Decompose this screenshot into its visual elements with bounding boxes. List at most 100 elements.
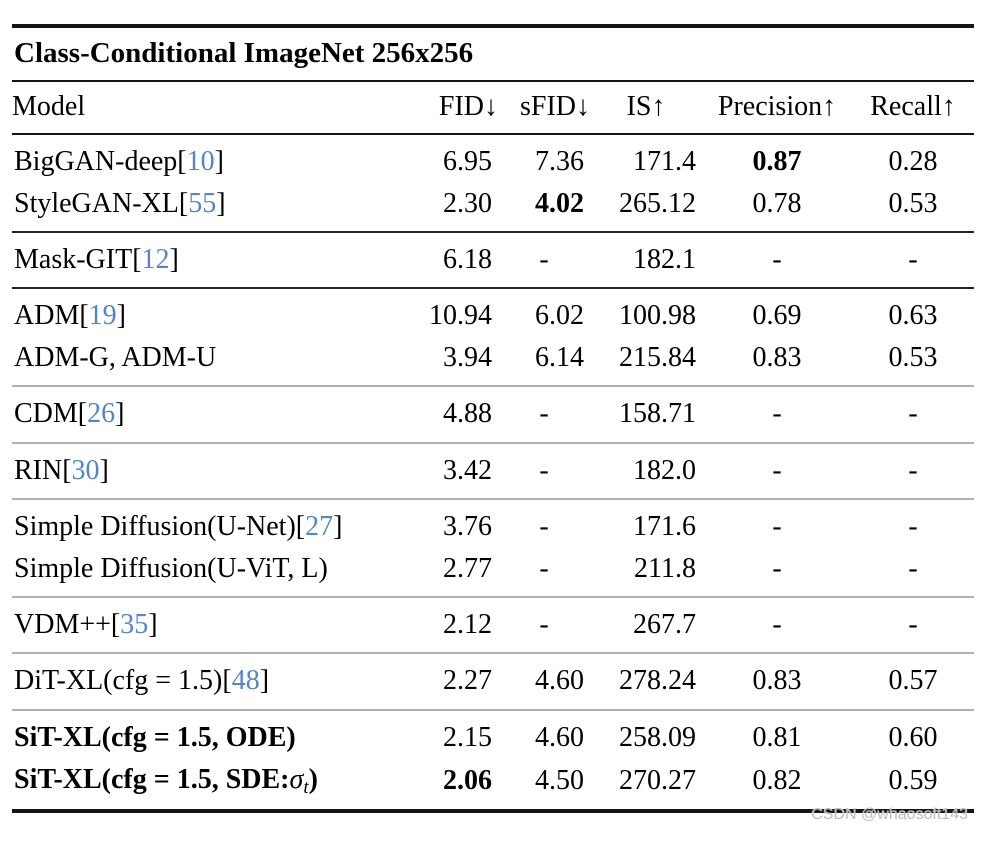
table-title: Class-Conditional ImageNet 256x256 — [12, 26, 975, 83]
metric-cell-sfid: 7.36 — [535, 145, 584, 177]
metric-cell-precision: - — [772, 398, 782, 430]
model-name-segment: Simple Diffusion(U-Net)[ — [14, 510, 306, 542]
model-name-segment: σ — [289, 763, 304, 795]
metric-cell-recall: 0.57 — [888, 665, 938, 697]
metric-cell-sfid: - — [539, 609, 549, 641]
model-name-segment: RIN[ — [14, 454, 72, 486]
model-name-segment: SiT-XL(cfg = 1.5, ODE) — [14, 721, 296, 753]
metric-cell-is: 278.24 — [619, 665, 696, 697]
citation-ref: 26 — [87, 398, 116, 430]
metric-cell-fid: 4.88 — [443, 398, 492, 430]
citation-ref: 55 — [188, 187, 217, 219]
model-name-cell: Mask-GIT[12] — [12, 232, 420, 288]
model-name-segment: BigGAN-deep[ — [14, 145, 187, 177]
metric-cell-precision: - — [772, 454, 782, 486]
table-row: Mask-GIT[12] 6.18 - 182.1 - - — [12, 232, 974, 288]
citation-ref: 12 — [141, 243, 170, 275]
metric-cell-sfid: 4.50 — [535, 765, 584, 796]
column-header-fid: FID↓ — [420, 81, 498, 135]
model-name-segment: SiT-XL(cfg = 1.5, SDE: — [14, 763, 290, 795]
metric-cell-is: 158.71 — [619, 398, 696, 430]
metric-cell-recall: - — [908, 454, 918, 486]
model-name-segment: ] — [148, 609, 158, 641]
metric-cell-sfid: - — [539, 510, 549, 542]
model-name-cell: DiT-XL(cfg = 1.5)[48] — [12, 653, 420, 709]
metric-cell-recall: - — [908, 243, 918, 275]
model-name-segment: ] — [214, 145, 224, 177]
model-name-cell: StyleGAN-XL[55] — [12, 183, 420, 232]
table-row: DiT-XL(cfg = 1.5)[48] 2.27 4.60 278.24 0.83 0… — [12, 653, 974, 709]
citation-ref: 10 — [186, 145, 215, 177]
model-name-cell: RIN[30] — [12, 443, 420, 499]
metric-cell-recall: 0.60 — [888, 721, 938, 753]
table-head: Class-Conditional ImageNet 256x256 Model… — [12, 26, 975, 135]
table-row: SiT-XL(cfg = 1.5, ODE) 2.15 4.60 258.09 0.81… — [12, 710, 974, 759]
results-table: Class-Conditional ImageNet 256x256 Model… — [12, 24, 975, 814]
metric-cell-recall: - — [908, 398, 918, 430]
metric-cell-sfid: - — [539, 243, 549, 275]
table-group-0: BigGAN-deep[10] 6.95 7.36 171.4 0.87 0.28 Styl… — [12, 134, 974, 232]
table-group-5: Simple Diffusion(U-Net)[27] 3.76-171.6- - S… — [12, 498, 975, 597]
metric-cell-is: 211.8 — [634, 553, 696, 585]
metric-cell-fid: 2.77 — [443, 553, 492, 585]
metric-cell-precision: 0.81 — [752, 721, 802, 753]
model-name-segment: ] — [333, 510, 343, 542]
metric-cell-fid: 6.18 — [443, 243, 492, 275]
metric-cell-recall: - — [908, 609, 918, 641]
model-name-cell: SiT-XL(cfg = 1.5, ODE) — [12, 710, 420, 759]
model-name-segment: StyleGAN-XL[ — [14, 187, 189, 219]
metric-cell-precision: 0.83 — [752, 342, 802, 374]
table-group-4: RIN[30] 3.42 - 182.0 - - — [12, 442, 975, 499]
metric-cell-recall: 0.63 — [888, 300, 938, 332]
metric-cell-is: 267.7 — [633, 609, 696, 641]
metric-cell-fid: 6.95 — [443, 145, 492, 177]
model-name-cell: SiT-XL(cfg = 1.5, SDE:σt) — [12, 759, 420, 812]
metric-cell-fid: 3.76 — [443, 510, 492, 542]
metric-cell-fid: 2.30 — [443, 187, 492, 219]
column-header-precision: Precision↑ — [702, 81, 852, 135]
table-group-2: ADM[19] 10.94 6.02 100.98 0.69 0.63 ADM-G, ADM… — [12, 288, 975, 386]
table-group-7: DiT-XL(cfg = 1.5)[48] 2.27 4.60 278.24 0.83 0… — [12, 653, 975, 709]
column-header-sfid: sFID↓ — [498, 81, 590, 135]
table-row: VDM++[35] 2.12 - 267.7 - - — [12, 597, 974, 653]
model-name-segment: ] — [116, 300, 126, 332]
metric-cell-recall: - — [908, 510, 918, 542]
model-name-cell: Simple Diffusion(U-ViT, L) — [12, 548, 420, 597]
metric-cell-precision: 0.78 — [752, 187, 802, 219]
model-name-segment: Simple Diffusion(U-ViT, L) — [14, 553, 328, 585]
citation-ref: 27 — [305, 510, 334, 542]
table-group-3: CDM[26] 4.88 - 158.71 - - — [12, 386, 975, 442]
watermark-text: CSDN @whaosoft143 — [811, 806, 968, 823]
model-name-segment: DiT-XL(cfg = 1.5)[ — [14, 665, 232, 697]
table-row: Simple Diffusion(U-ViT, L) 2.77 - 211.8 - - — [12, 548, 974, 597]
metric-cell-recall: 0.53 — [888, 187, 938, 219]
metric-cell-is: 265.12 — [619, 187, 696, 219]
metric-cell-recall: - — [908, 553, 918, 585]
metric-cell-recall: 0.28 — [888, 145, 938, 177]
table-row: StyleGAN-XL[55] 2.30 4.02 265.12 0.78 0.53 — [12, 183, 974, 232]
metric-cell-precision: 0.69 — [752, 300, 802, 332]
metric-cell-is: 182.0 — [633, 454, 696, 486]
metric-cell-precision: 0.87 — [752, 145, 802, 177]
table-row: RIN[30] 3.42 - 182.0 - - — [12, 443, 974, 499]
model-name-segment: ) — [308, 763, 318, 795]
model-name-segment: ] — [216, 187, 226, 219]
metric-cell-sfid: 4.60 — [535, 721, 584, 753]
table-row: CDM[26] 4.88 - 158.71 - - — [12, 386, 974, 442]
model-name-segment: VDM++[ — [14, 609, 121, 641]
table-row: ADM-G, ADM-U 3.94 6.14 215.84 0.83 0.53 — [12, 337, 974, 386]
model-name-cell: Simple Diffusion(U-Net)[27] — [12, 499, 420, 548]
model-name-segment: ] — [259, 665, 270, 697]
column-header-recall: Recall↑ — [852, 81, 975, 135]
metric-cell-fid: 2.15 — [443, 721, 492, 753]
metric-cell-sfid: 6.02 — [535, 300, 584, 332]
table-title-row: Class-Conditional ImageNet 256x256 — [12, 26, 975, 83]
metric-cell-is: 171.4 — [633, 145, 696, 177]
metric-cell-sfid: - — [539, 398, 549, 430]
model-name-cell: ADM[19] — [12, 288, 420, 337]
metric-cell-fid: 2.12 — [443, 609, 492, 641]
metric-cell-precision: 0.83 — [752, 665, 802, 697]
model-name-segment: t — [303, 776, 309, 798]
model-name-cell: VDM++[35] — [12, 597, 420, 653]
